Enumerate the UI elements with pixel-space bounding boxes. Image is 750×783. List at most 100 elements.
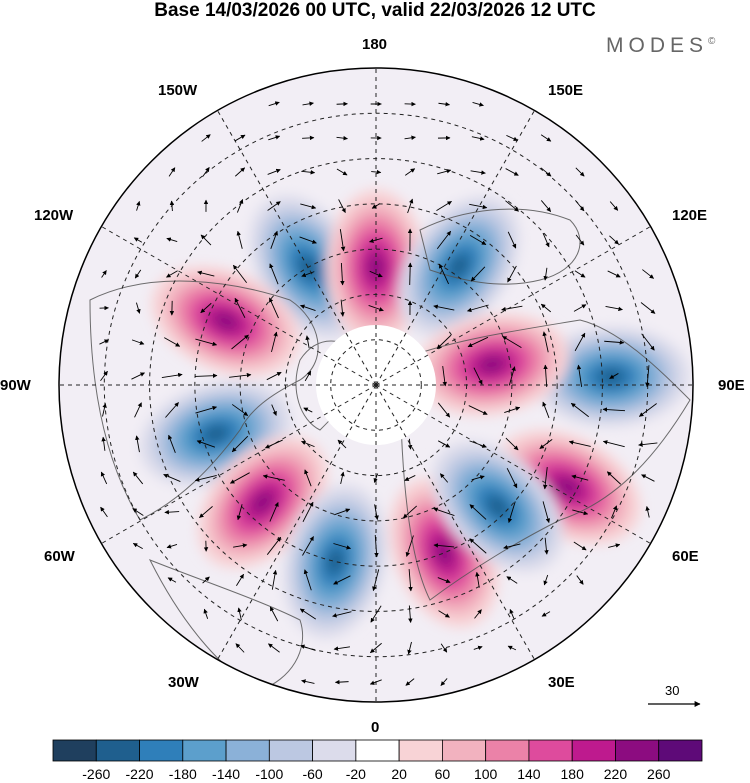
brand-name: MODES xyxy=(606,34,709,57)
wind-arrow xyxy=(336,101,348,107)
wind-arrow xyxy=(505,437,519,451)
wind-arrow xyxy=(469,440,487,448)
wind-arrow xyxy=(269,263,279,285)
wind-arrow xyxy=(167,577,177,583)
wind-arrow xyxy=(503,543,521,550)
meridian xyxy=(375,226,651,386)
anomaly-pos-115w xyxy=(151,266,301,377)
wind-arrow xyxy=(302,101,314,106)
wind-arrow xyxy=(576,575,584,585)
wind-arrow xyxy=(231,404,249,416)
wind-arrow xyxy=(540,303,552,313)
anomaly-contour xyxy=(213,312,239,331)
wind-arrow xyxy=(235,167,246,177)
map-boundary xyxy=(58,67,694,703)
wind-arrow xyxy=(203,608,209,619)
wind-arrow xyxy=(371,203,381,209)
wind-arrow xyxy=(638,442,658,447)
wind-arrow xyxy=(131,372,145,380)
wind-arrow xyxy=(266,371,282,381)
wind-arrow xyxy=(101,436,106,451)
wind-arrow xyxy=(197,270,215,277)
wind-arrow xyxy=(266,536,282,555)
wind-arrow xyxy=(436,334,452,350)
wind-arrow xyxy=(507,645,517,651)
wind-arrow xyxy=(131,339,145,345)
wind-arrow xyxy=(229,472,250,484)
wind-arrow xyxy=(100,370,108,382)
wind-arrow xyxy=(333,543,352,550)
colorbar-tick-label: -260 xyxy=(82,766,111,782)
wind-arrow xyxy=(299,608,317,620)
wind-arrow xyxy=(408,605,413,623)
colorbar-segment xyxy=(95,739,140,762)
lon-label-30e: 30E xyxy=(548,674,575,691)
wind-arrow xyxy=(264,439,283,449)
wind-arrow xyxy=(370,605,382,623)
wind-arrow xyxy=(407,438,413,450)
wind-arrow xyxy=(605,305,623,312)
wind-arrow xyxy=(407,641,412,655)
wind-arrow xyxy=(437,402,451,418)
wind-arrow xyxy=(404,168,416,176)
wind-arrow xyxy=(334,508,351,516)
wind-arrow xyxy=(469,235,487,245)
wind-arrow xyxy=(338,199,346,213)
wind-arrow xyxy=(236,198,244,213)
wind-arrow xyxy=(301,170,316,175)
wind-arrow xyxy=(405,535,414,557)
wind-arrow xyxy=(304,370,312,382)
wind-arrow xyxy=(302,536,314,556)
wind-arrow xyxy=(540,200,552,212)
colorbar-segment xyxy=(528,739,573,762)
reference-vector-label: 30 xyxy=(665,683,680,698)
wind-arrow xyxy=(402,505,418,519)
wind-arrow xyxy=(340,262,345,286)
wind-arrow xyxy=(135,435,140,453)
wind-vectors xyxy=(99,101,658,686)
colorbar-tick-label: -20 xyxy=(345,766,366,782)
colorbar-segment xyxy=(658,739,703,762)
wind-arrow xyxy=(542,232,550,248)
wind-arrow xyxy=(235,643,245,653)
wind-arrow xyxy=(340,299,345,317)
colorbar-tick-label: 220 xyxy=(603,766,628,782)
wind-arrow xyxy=(166,544,178,549)
wind-arrow xyxy=(236,230,243,249)
wind-arrow xyxy=(404,475,416,481)
wind-arrow xyxy=(200,302,212,314)
colorbar-tick-label: 260 xyxy=(647,766,671,782)
wind-arrow xyxy=(540,134,552,142)
wind-arrow xyxy=(166,270,178,278)
wind-arrow xyxy=(436,201,452,211)
anomaly-contour xyxy=(326,548,344,575)
wind-arrow xyxy=(374,534,379,558)
colorbar-tick-label: 180 xyxy=(560,766,584,782)
meridian xyxy=(101,384,377,544)
wind-arrow xyxy=(442,365,448,387)
wind-arrow xyxy=(470,266,486,282)
wind-arrow xyxy=(607,270,621,278)
colorbar-segment xyxy=(398,739,443,762)
meridian xyxy=(375,384,535,660)
lon-label-120w: 120W xyxy=(34,207,74,224)
wind-arrow xyxy=(132,542,143,550)
wind-arrow xyxy=(505,168,519,176)
colorbar-segment xyxy=(52,739,97,762)
colorbar-tick-label: -140 xyxy=(212,766,241,782)
lon-label-0: 0 xyxy=(371,719,380,736)
lon-label-90e: 90E xyxy=(718,377,745,394)
wind-arrow xyxy=(501,305,523,312)
wind-arrow xyxy=(576,364,583,387)
wind-arrow xyxy=(539,438,553,450)
wind-arrow xyxy=(202,576,210,584)
wind-arrow xyxy=(544,537,549,555)
latitude-circle xyxy=(239,248,513,522)
wind-arrow xyxy=(437,440,451,448)
wind-arrow xyxy=(101,270,107,278)
wind-arrow xyxy=(606,471,622,485)
wind-arrow xyxy=(467,336,489,348)
wind-arrow xyxy=(439,473,449,483)
wind-arrow xyxy=(568,440,591,447)
